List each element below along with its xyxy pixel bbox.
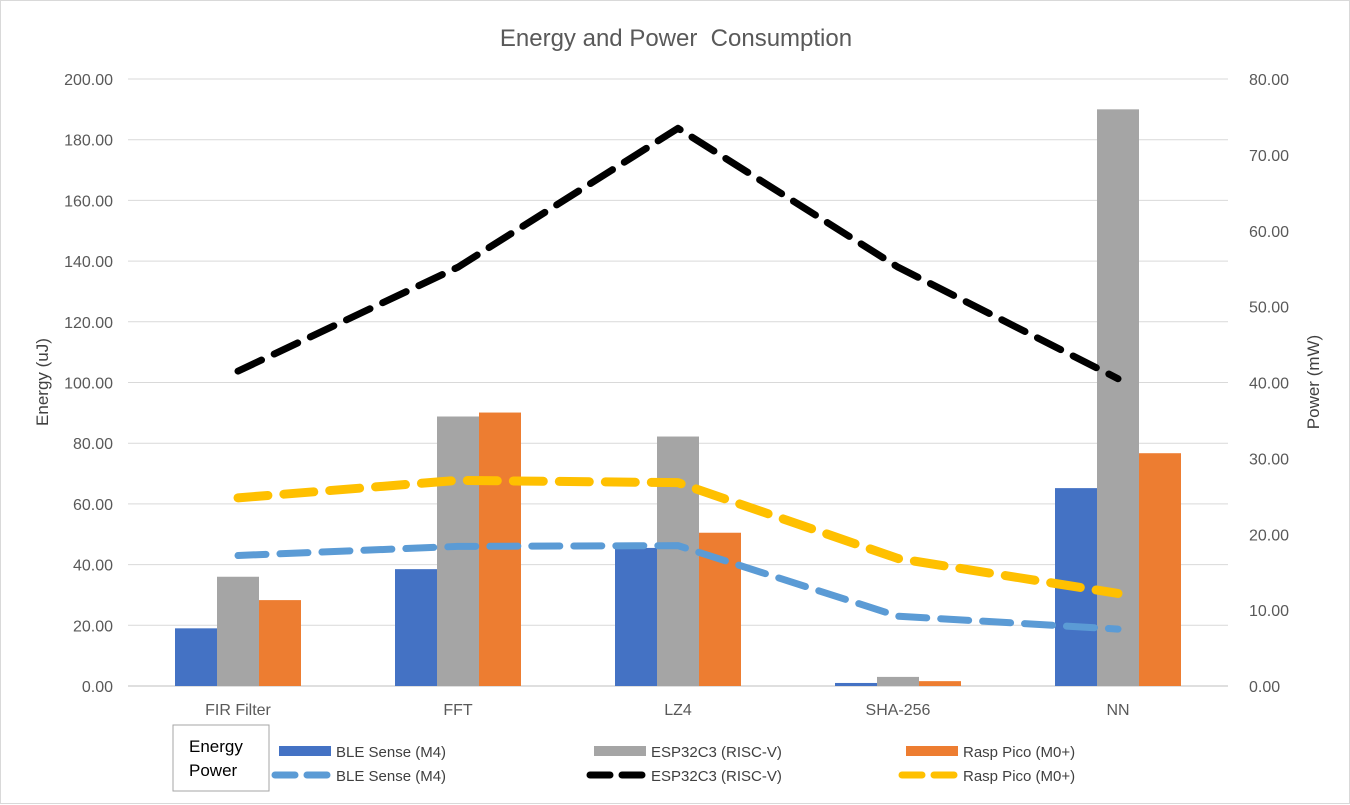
x-axis-ticks: FIR Filter FFT LZ4 SHA-256 NN [205, 702, 1129, 719]
legend-label: BLE Sense (M4) [336, 768, 446, 785]
y2-tick-label: 60.00 [1249, 224, 1289, 241]
y-axis-ticks: 0.00 20.00 40.00 60.00 80.00 100.00 120.00 140.… [64, 72, 113, 696]
y2-tick-label: 40.00 [1249, 376, 1289, 393]
y2-tick-label: 80.00 [1249, 72, 1289, 89]
y2-axis-title: Power (mW) [1304, 335, 1323, 429]
y-tick-label: 60.00 [73, 497, 113, 514]
x-tick-label: FIR Filter [205, 702, 271, 719]
legend-label: ESP32C3 (RISC-V) [651, 744, 782, 761]
bar [835, 682, 877, 686]
bar [395, 569, 437, 686]
legend-label: Rasp Pico (M0+) [963, 768, 1075, 785]
bar [259, 600, 301, 686]
y-tick-label: 140.00 [64, 254, 113, 271]
y-axis-title: Energy (uJ) [33, 338, 52, 426]
bar [615, 547, 657, 686]
bar [1097, 109, 1139, 687]
bar [877, 676, 919, 686]
x-tick-label: LZ4 [664, 702, 692, 719]
legend-label: BLE Sense (M4) [336, 744, 446, 761]
x-tick-label: FFT [443, 702, 473, 719]
y-tick-label: 40.00 [73, 558, 113, 575]
x-tick-label: SHA-256 [866, 702, 931, 719]
chart-title: Energy and Power Consumption [500, 25, 852, 52]
legend-label: Rasp Pico (M0+) [963, 744, 1075, 761]
y-tick-label: 160.00 [64, 193, 113, 210]
legend-group-label-power: Power [189, 761, 238, 780]
y-tick-label: 0.00 [82, 679, 113, 696]
y2-tick-label: 20.00 [1249, 527, 1289, 544]
bar [1139, 453, 1181, 686]
bar [919, 681, 961, 686]
y2-tick-label: 10.00 [1249, 603, 1289, 620]
bar [217, 576, 259, 686]
legend-group-box [172, 724, 270, 792]
series-line [234, 124, 1122, 383]
y2-tick-label: 30.00 [1249, 451, 1289, 468]
y-tick-label: 200.00 [64, 72, 113, 89]
y-tick-label: 180.00 [64, 133, 113, 150]
y2-tick-label: 0.00 [1249, 679, 1280, 696]
legend: Energy Power BLE Sense (M4) ESP32C3 (RISC… [172, 724, 1075, 792]
series-line [233, 475, 1123, 598]
series-line [234, 542, 1122, 633]
bar [437, 416, 479, 686]
y-tick-label: 20.00 [73, 618, 113, 635]
legend-swatch [906, 746, 958, 756]
power-lines [233, 124, 1123, 633]
y2-tick-label: 50.00 [1249, 300, 1289, 317]
legend-label: ESP32C3 (RISC-V) [651, 768, 782, 785]
energy-bars [175, 109, 1181, 687]
y2-axis-ticks: 0.00 10.00 20.00 30.00 40.00 50.00 60.00 70.00 8… [1249, 72, 1289, 696]
y-tick-label: 100.00 [64, 376, 113, 393]
x-tick-label: NN [1106, 702, 1129, 719]
y2-tick-label: 70.00 [1249, 148, 1289, 165]
bar [657, 436, 699, 686]
legend-group-label-energy: Energy [189, 737, 243, 756]
legend-swatch [279, 746, 331, 756]
y-tick-label: 120.00 [64, 315, 113, 332]
bar [175, 628, 217, 686]
legend-swatch [594, 746, 646, 756]
y-tick-label: 80.00 [73, 436, 113, 453]
